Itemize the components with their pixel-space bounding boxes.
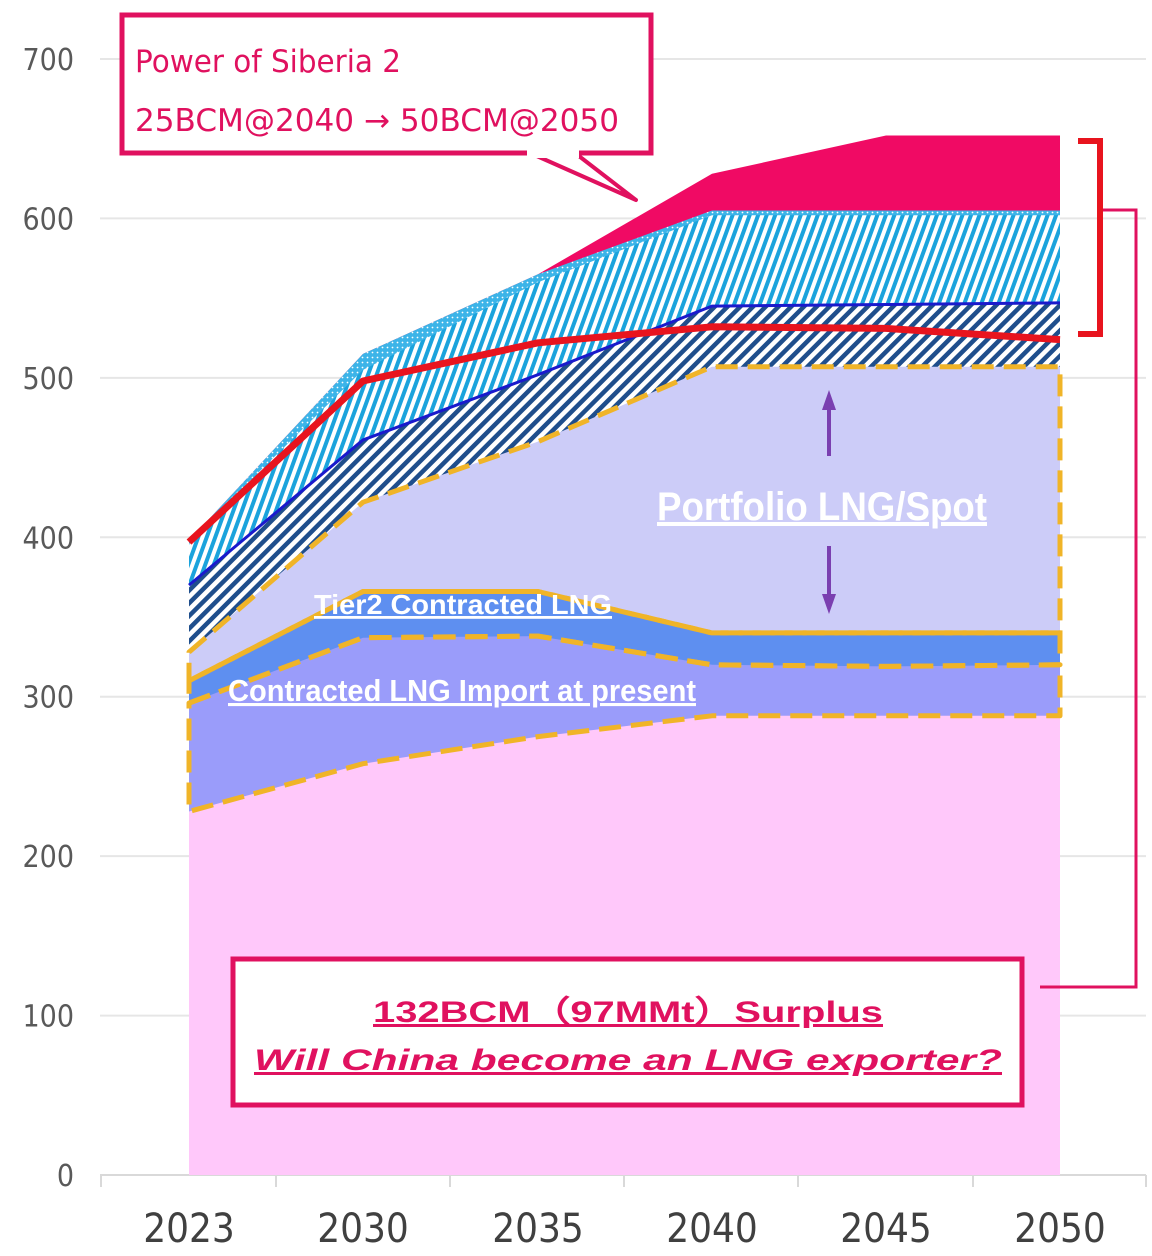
dashed-outlines bbox=[186, 364, 1063, 814]
portfolio-label: Portfolio LNG/Spot bbox=[657, 485, 987, 529]
y-tick-label: 700 bbox=[22, 43, 74, 78]
x-tick-label: 2050 bbox=[1014, 1206, 1106, 1252]
callout-pointer bbox=[529, 151, 638, 202]
arrow-up-icon bbox=[822, 390, 836, 410]
x-tick-label: 2023 bbox=[143, 1206, 235, 1252]
arrow-down-icon bbox=[822, 594, 836, 614]
siberia-callout: Power of Siberia 2 25BCM@2040 → 50BCM@20… bbox=[119, 12, 654, 202]
callout-box bbox=[119, 12, 654, 156]
portfolio-annotation: Portfolio LNG/Spot bbox=[657, 390, 987, 614]
portfolio-outline bbox=[186, 364, 1063, 684]
x-tick-label: 2045 bbox=[840, 1206, 932, 1252]
contracted-label: Contracted LNG Import at present bbox=[228, 673, 696, 708]
demand-line-layer bbox=[186, 323, 1061, 545]
hatch-dark-top-line bbox=[188, 301, 1061, 587]
x-tick-label: 2040 bbox=[666, 1206, 758, 1252]
y-axis: 0 100 200 300 400 500 600 700 bbox=[22, 43, 74, 1194]
y-tick-label: 400 bbox=[22, 521, 74, 556]
x-tick-label: 2035 bbox=[492, 1206, 584, 1252]
callout-line-2: 25BCM@2040 → 50BCM@2050 bbox=[135, 103, 619, 139]
x-axis: 2023 2030 2035 2040 2045 2050 bbox=[100, 1175, 1147, 1252]
tier2-label: Tier2 Contracted LNG bbox=[314, 589, 612, 620]
y-tick-label: 0 bbox=[57, 1159, 74, 1194]
y-tick-label: 100 bbox=[22, 1000, 74, 1035]
y-tick-label: 600 bbox=[22, 202, 74, 237]
surplus-connector bbox=[1040, 208, 1138, 989]
surplus-bracket bbox=[1078, 138, 1103, 337]
surplus-line-1: 132BCM（97MMt）Surplus bbox=[373, 995, 883, 1029]
surplus-line-2: Will China become an LNG exporter? bbox=[254, 1044, 1002, 1077]
y-tick-label: 200 bbox=[22, 840, 74, 875]
demand-line bbox=[186, 323, 1061, 545]
surplus-box: 132BCM（97MMt）Surplus Will China become a… bbox=[230, 956, 1025, 1108]
y-tick-label: 300 bbox=[22, 681, 74, 716]
x-tick-label: 2030 bbox=[317, 1206, 409, 1252]
callout-line-1: Power of Siberia 2 bbox=[135, 44, 401, 80]
y-tick-label: 500 bbox=[22, 362, 74, 397]
